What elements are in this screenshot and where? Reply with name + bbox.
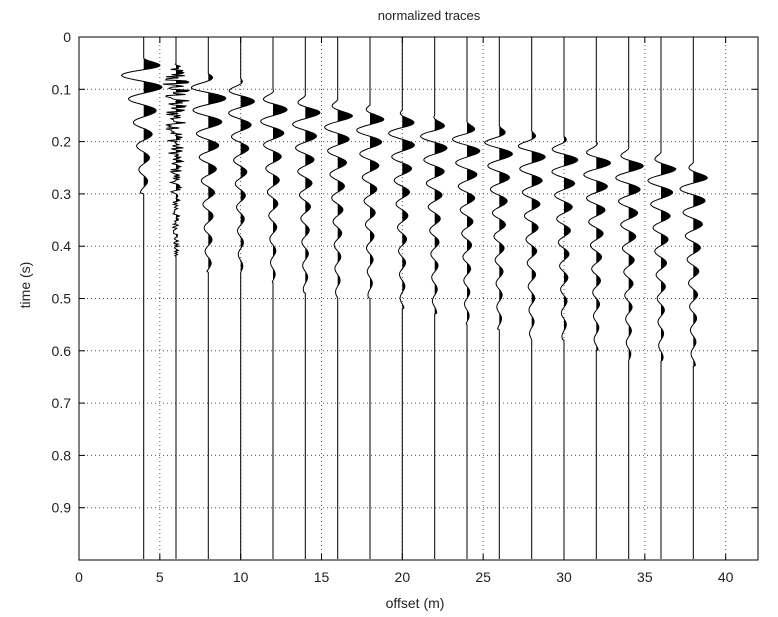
- y-tick-label: 0.8: [52, 447, 72, 463]
- y-tick-label: 0.3: [52, 186, 72, 202]
- y-tick-label: 0.6: [52, 343, 72, 359]
- y-tick-label: 0: [63, 29, 71, 45]
- x-tick-label: 25: [475, 569, 491, 585]
- plot-frame: [78, 36, 759, 561]
- x-tick-label: 15: [314, 569, 330, 585]
- chart-title: normalized traces: [378, 8, 481, 23]
- trace-line: [324, 37, 353, 559]
- trace-fill: [628, 37, 644, 560]
- trace-line: [121, 37, 163, 559]
- trace-line: [228, 37, 255, 559]
- trace-line: [483, 37, 513, 559]
- x-tick-label: 30: [556, 569, 572, 585]
- trace-fill: [434, 37, 447, 560]
- trace-fill: [370, 37, 384, 560]
- trace-line: [647, 37, 677, 559]
- x-tick-label: 40: [718, 569, 734, 585]
- y-axis-label: time (s): [17, 262, 33, 309]
- trace-line: [260, 37, 288, 559]
- y-tick-label: 0.5: [52, 291, 72, 307]
- y-tick-label: 0.4: [52, 238, 72, 254]
- trace-group: [121, 37, 708, 560]
- y-tick-label: 0.1: [52, 81, 72, 97]
- trace-line: [679, 37, 708, 559]
- trace-line: [451, 37, 481, 559]
- trace-fill: [337, 37, 353, 560]
- x-tick-label: 35: [637, 569, 653, 585]
- x-tick-label: 10: [233, 569, 249, 585]
- trace-fill: [661, 37, 676, 560]
- trace-line: [583, 37, 611, 559]
- y-tick-label: 0.2: [52, 134, 72, 150]
- y-tick-label: 0.9: [52, 500, 72, 516]
- grid-lines: [79, 37, 758, 560]
- trace-fill: [402, 37, 415, 560]
- trace-line: [420, 37, 448, 559]
- x-tick-label: 20: [395, 569, 411, 585]
- trace-fill: [143, 37, 162, 560]
- trace-line: [615, 37, 644, 559]
- trace-line: [388, 37, 415, 559]
- trace-fill: [467, 37, 480, 560]
- y-axis-ticks: 0 0.1 0.2 0.3 0.4 0.5 0.6 0.7 0.8 0.9: [52, 29, 758, 516]
- trace-line: [517, 37, 546, 559]
- trace-line: [190, 37, 227, 559]
- y-tick-label: 0.7: [52, 395, 72, 411]
- trace-fill: [208, 37, 226, 560]
- trace-line: [292, 37, 321, 559]
- x-tick-label: 5: [156, 569, 164, 585]
- x-axis-ticks: 0 5 10 15 20 25 30 35 40: [75, 37, 734, 585]
- trace-line: [162, 37, 191, 559]
- trace-line: [356, 37, 385, 559]
- x-tick-label: 0: [75, 569, 83, 585]
- trace-line: [551, 37, 579, 559]
- x-axis-label: offset (m): [386, 595, 445, 611]
